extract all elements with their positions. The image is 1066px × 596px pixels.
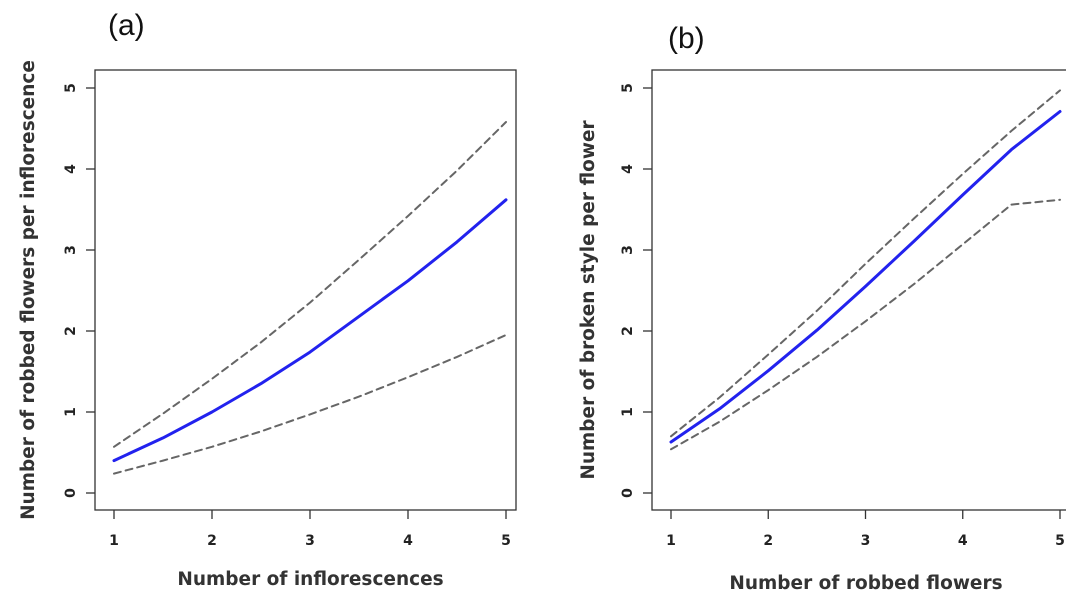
series-line-upper bbox=[113, 121, 507, 448]
x-tick-label: 1 bbox=[666, 533, 676, 549]
series-line-lower bbox=[670, 198, 1061, 451]
y-tick-label: 5 bbox=[620, 83, 636, 93]
plot-frame bbox=[651, 69, 1066, 511]
x-tick-label: 4 bbox=[403, 533, 413, 549]
y-tick-label: 0 bbox=[620, 488, 636, 498]
x-tick-label: 3 bbox=[861, 533, 871, 549]
x-tick-label: 5 bbox=[1055, 533, 1065, 549]
x-tick-label: 3 bbox=[305, 533, 315, 549]
y-tick-label: 2 bbox=[63, 326, 79, 336]
plot-frame bbox=[94, 69, 517, 511]
series-line-upper bbox=[670, 89, 1061, 438]
y-tick-label: 3 bbox=[620, 245, 636, 255]
chart-panel-b: (b) 1 2 3 4 5 0 1 2 3 4 5 Number of robbed flowers Nu… bbox=[578, 22, 1066, 594]
y-tick-label: 4 bbox=[620, 164, 636, 174]
x-axis-title: Number of inflorescences bbox=[177, 569, 443, 590]
y-tick-label: 2 bbox=[620, 326, 636, 336]
y-tick-label: 1 bbox=[620, 407, 636, 417]
x-tick-label: 5 bbox=[501, 533, 511, 549]
y-tick-label: 3 bbox=[63, 245, 79, 255]
y-tick-label: 1 bbox=[63, 407, 79, 417]
x-tick-label: 2 bbox=[763, 533, 773, 549]
panel-label: (a) bbox=[108, 9, 145, 42]
panel-label: (b) bbox=[668, 22, 705, 55]
y-axis-title: Number of broken style per flower bbox=[578, 119, 599, 479]
chart-panel-a: (a) 1 2 3 4 5 0 1 2 3 4 5 Number of inflorescences Nu… bbox=[18, 9, 517, 590]
y-tick-label: 4 bbox=[63, 164, 79, 174]
x-tick-label: 4 bbox=[958, 533, 968, 549]
x-axis-title: Number of robbed flowers bbox=[729, 573, 1002, 594]
series-line-fit bbox=[112, 198, 508, 463]
y-tick-label: 0 bbox=[63, 488, 79, 498]
y-tick-label: 5 bbox=[63, 83, 79, 93]
x-tick-label: 2 bbox=[207, 533, 217, 549]
series-line-lower bbox=[113, 334, 507, 475]
y-axis-title: Number of robbed flowers per inflorescen… bbox=[18, 60, 39, 520]
series-line-fit bbox=[669, 110, 1062, 444]
x-tick-label: 1 bbox=[109, 533, 119, 549]
